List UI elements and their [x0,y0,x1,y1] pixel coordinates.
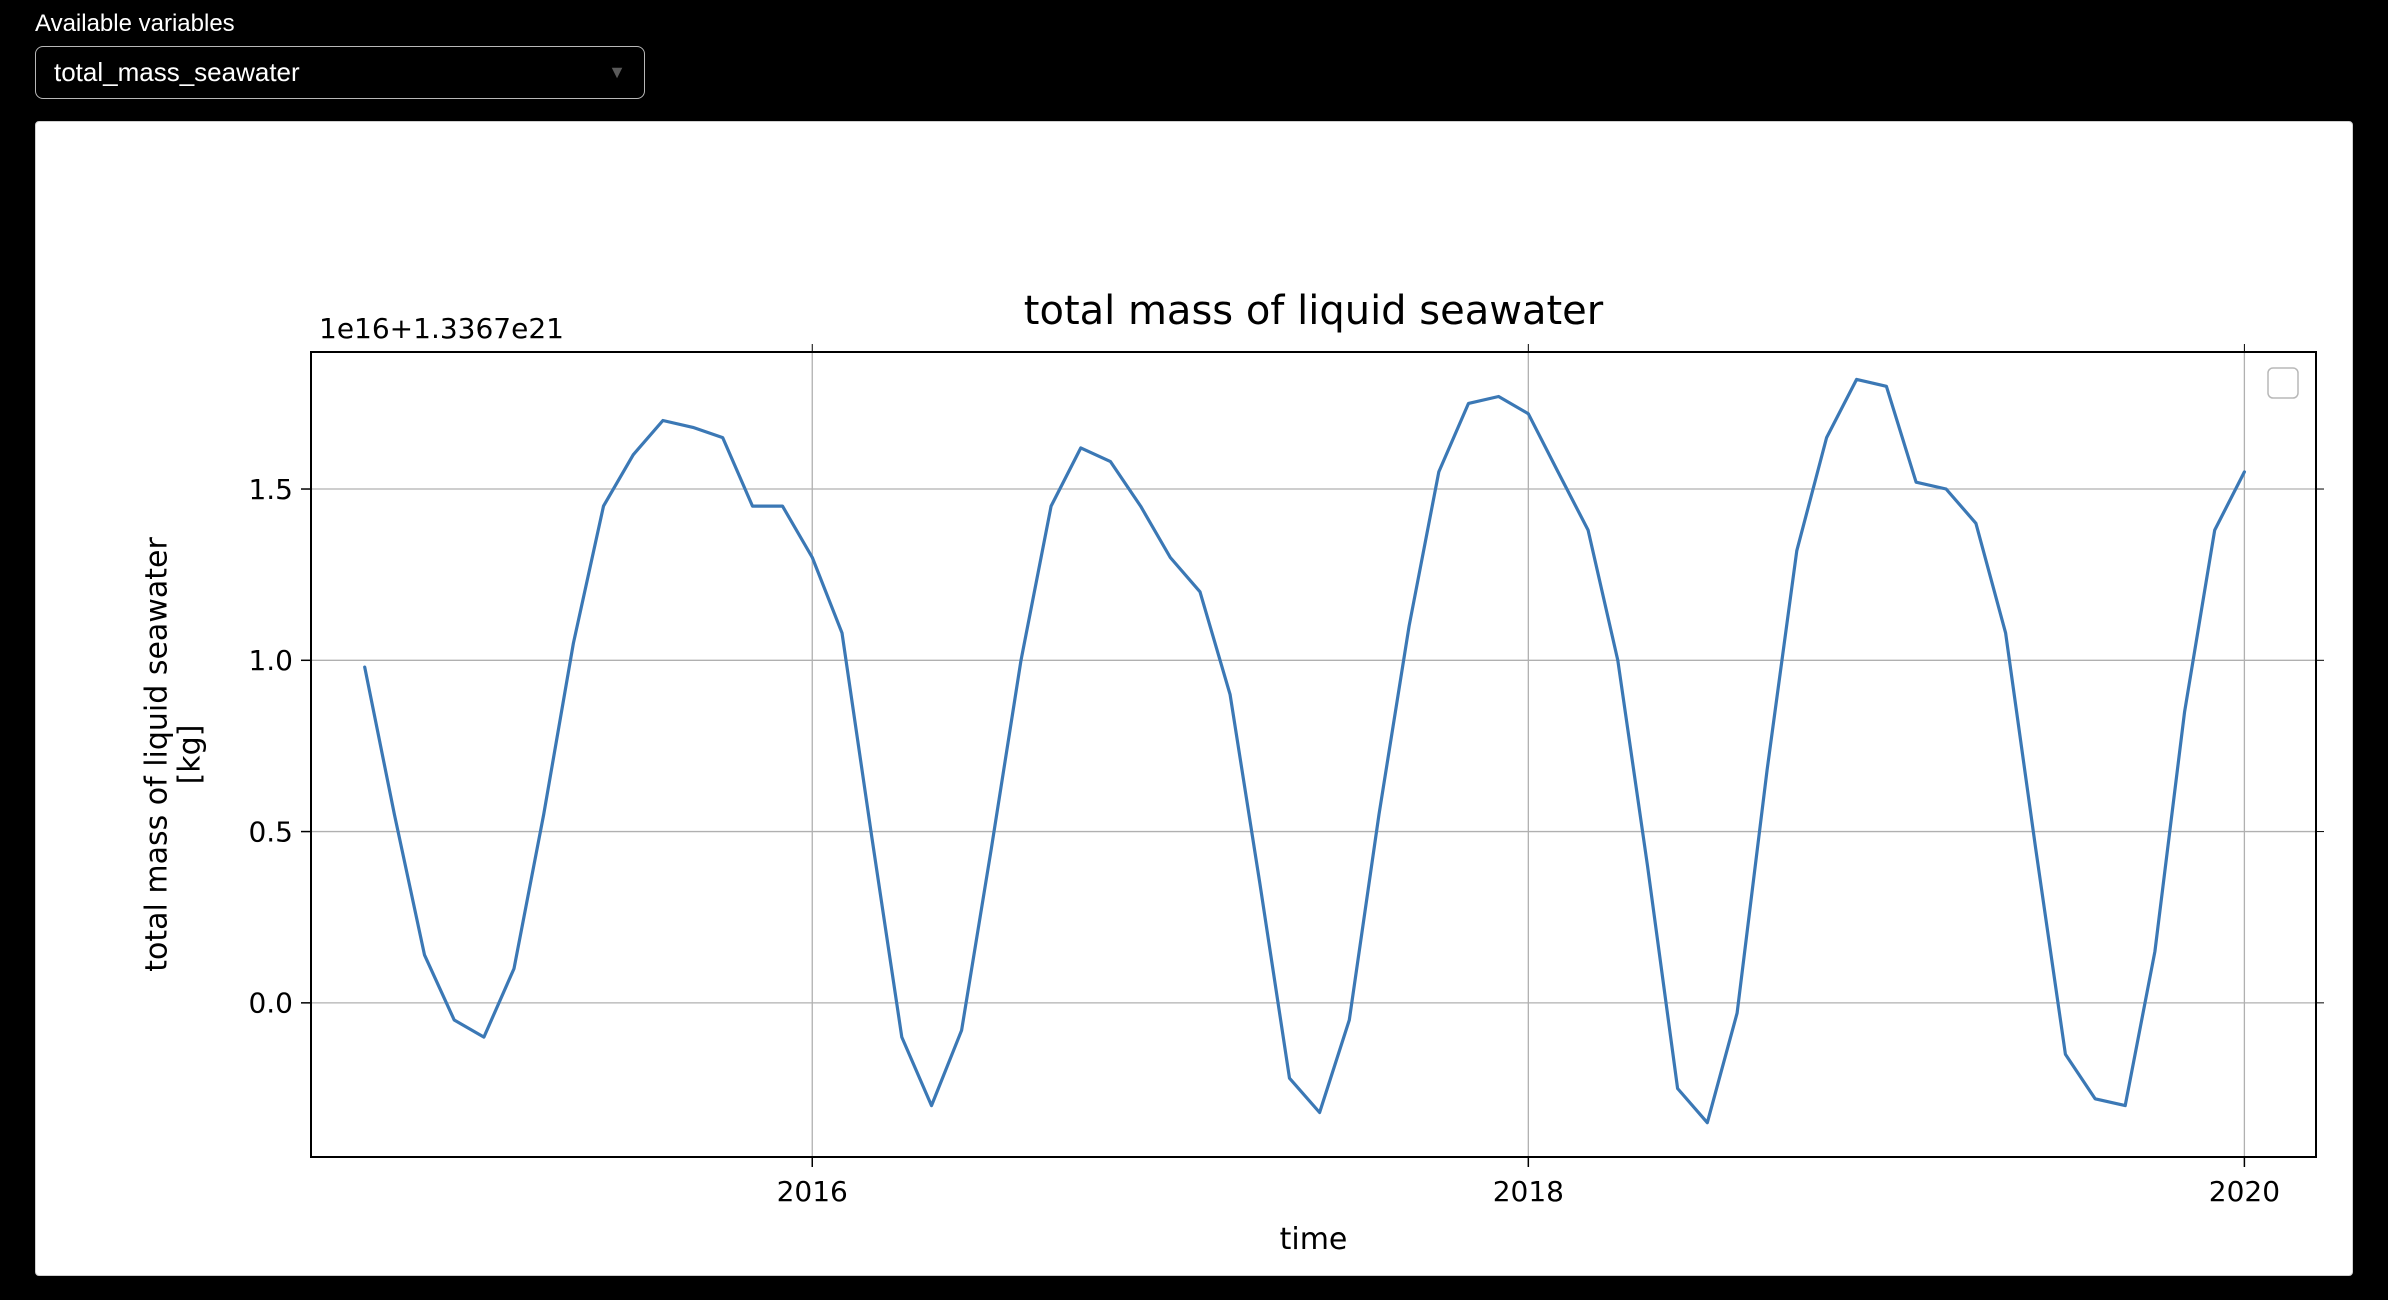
chart-title: total mass of liquid seawater [1024,288,1604,334]
chevron-down-icon: ▼ [608,62,626,83]
seawater-mass-chart: 2016 2018 2020 0.0 0.5 1.0 1.5 1e16+1.3367e21 to… [36,122,2346,1276]
y-tick-label: 0.0 [248,987,293,1020]
y-tick-label: 1.0 [248,644,293,677]
legend-marker [2268,368,2298,398]
variable-select[interactable]: total_mass_seawater ▼ [35,46,645,99]
variable-select-label: Available variables [35,10,2353,38]
x-tick-label: 2020 [2209,1175,2280,1208]
controls-panel: Available variables total_mass_seawater … [0,0,2388,113]
y-tick-label: 1.5 [248,473,293,506]
y-axis-offset-text: 1e16+1.3367e21 [319,312,564,345]
variable-select-value: total_mass_seawater [54,57,300,88]
y-tick-label: 0.5 [248,815,293,848]
x-tick-label: 2016 [777,1175,848,1208]
chart-card: 2016 2018 2020 0.0 0.5 1.0 1.5 1e16+1.3367e21 to… [35,121,2353,1276]
y-axis-label: total mass of liquid seawater[kg] [140,537,208,972]
x-axis-label: time [1280,1222,1348,1257]
x-tick-label: 2018 [1493,1175,1564,1208]
